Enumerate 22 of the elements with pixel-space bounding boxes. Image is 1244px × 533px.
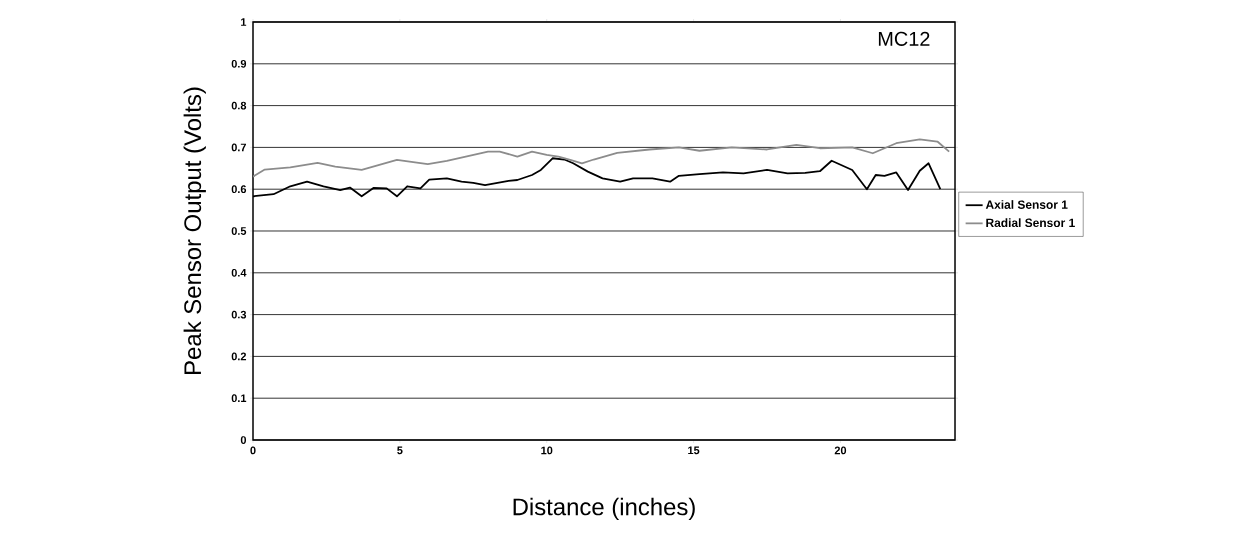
line-series <box>253 138 951 178</box>
y-tick-label: 0.2 <box>231 352 247 361</box>
x-tick-label: 5 <box>397 446 403 455</box>
y-tick-label: 1 <box>241 18 247 26</box>
x-tick-label: 0 <box>250 446 256 455</box>
x-tick-label: 10 <box>541 446 553 455</box>
y-tick-label: 0.9 <box>231 59 247 68</box>
y-tick-label: 0.6 <box>231 185 247 194</box>
annotation: MC12 <box>878 31 930 46</box>
y-tick-label: 0.1 <box>231 394 247 403</box>
legend-label: Radial Sensor 1 <box>986 218 1075 228</box>
legend-label: Axial Sensor 1 <box>985 200 1068 209</box>
y-tick-label: 0.8 <box>231 101 247 110</box>
x-tick-label: 15 <box>688 446 700 455</box>
y-tick-label: 0.5 <box>231 227 247 235</box>
y-tick-label: 0.3 <box>231 310 247 319</box>
x-tick-label: 20 <box>834 446 847 455</box>
y-tick-label: 0.4 <box>231 268 247 277</box>
y-tick-label: 0.7 <box>231 143 246 152</box>
y-axis-title: Peak Sensor Output (Volts) <box>183 87 206 374</box>
y-tick-label: 0 <box>240 436 247 444</box>
x-axis-title: Distance (inches) <box>513 497 695 521</box>
